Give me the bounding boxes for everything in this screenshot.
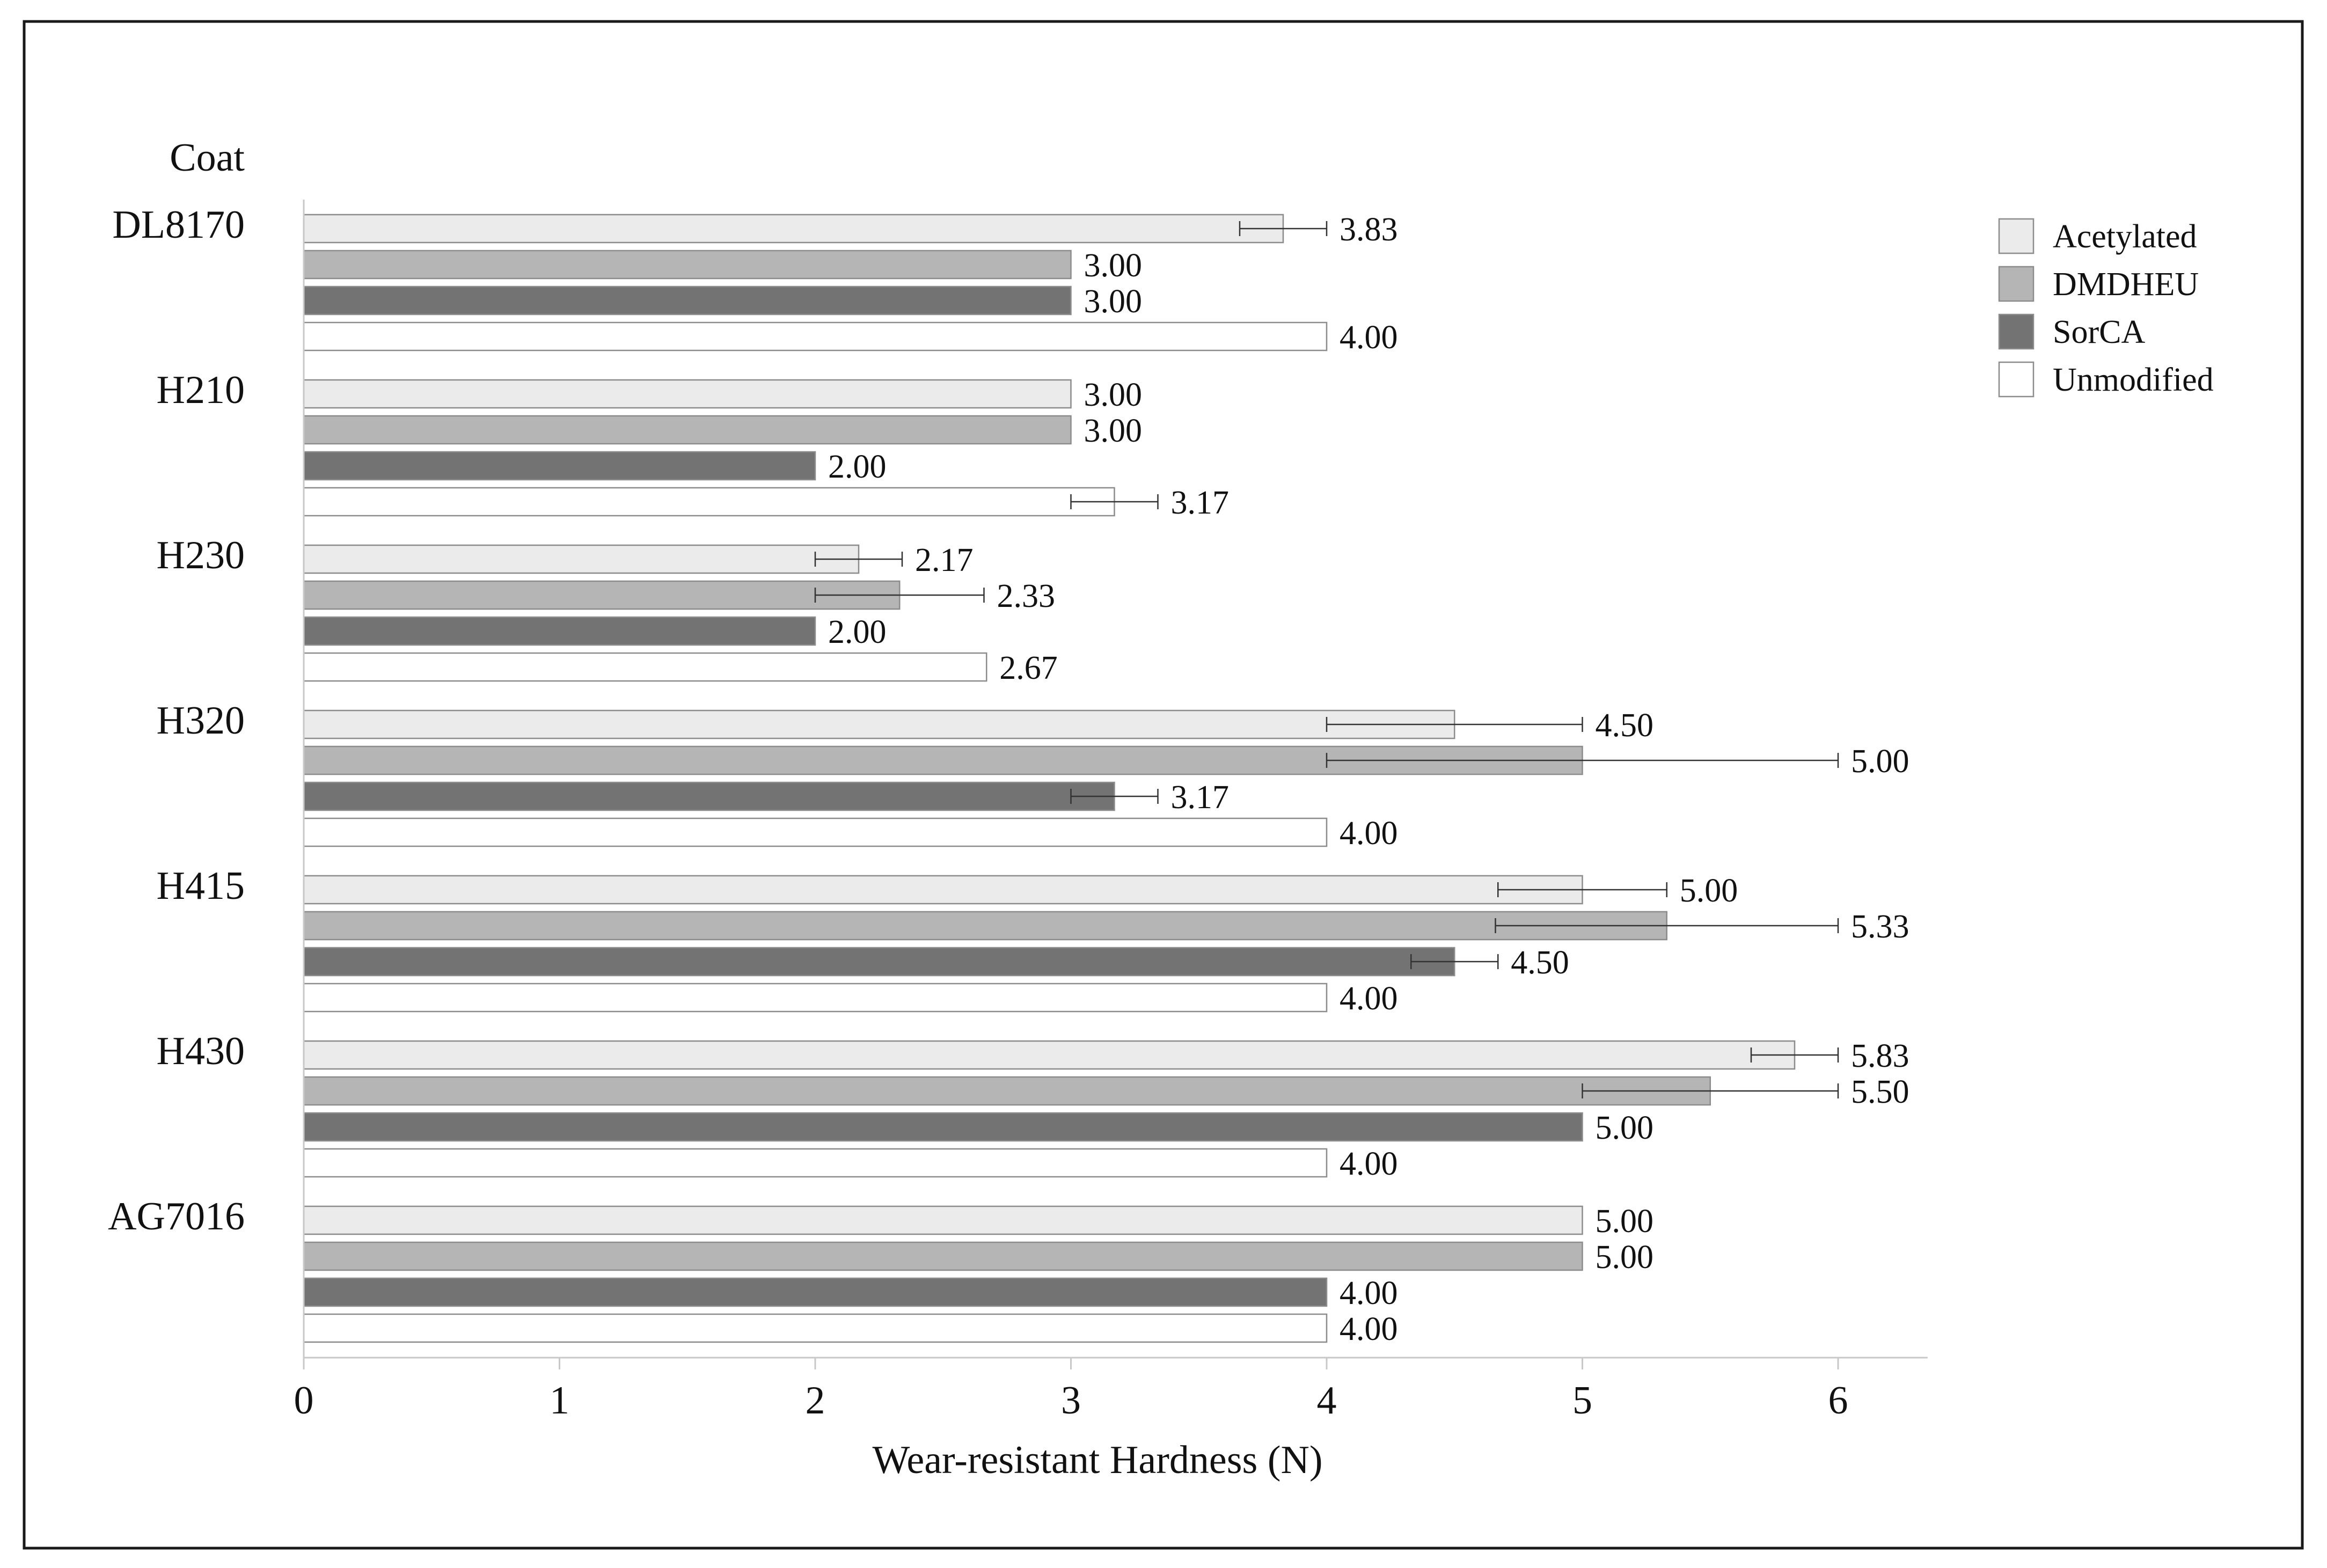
bar-h210-sorca	[303, 451, 816, 481]
legend-label-dmdheu: DMDHEU	[2053, 266, 2199, 303]
data-label-ag7016-unmodified: 4.00	[1340, 1311, 1398, 1347]
category-label-dl8170: DL8170	[112, 203, 245, 247]
bar-h210-acetylated	[303, 379, 1072, 409]
bar-h430-sorca	[303, 1112, 1583, 1142]
data-label-h210-dmdheu: 3.00	[1084, 413, 1143, 449]
legend-swatch-unmodified	[1998, 361, 2035, 398]
data-label-h415-dmdheu: 5.33	[1851, 908, 1909, 945]
data-label-h320-dmdheu: 5.00	[1851, 743, 1909, 780]
legend-label-sorca: SorCA	[2053, 314, 2145, 350]
category-label-h430: H430	[157, 1029, 245, 1073]
data-label-h320-sorca: 3.17	[1171, 779, 1230, 816]
bar-h415-unmodified	[303, 983, 1328, 1013]
data-label-dl8170-dmdheu: 3.00	[1084, 247, 1143, 284]
data-label-h210-sorca: 2.00	[828, 449, 887, 485]
error-bars-layer	[814, 221, 1839, 1098]
bar-h230-dmdheu	[303, 580, 901, 610]
x-tick-label-5: 5	[1572, 1379, 1592, 1423]
bar-dl8170-sorca	[303, 285, 1072, 316]
bar-ag7016-dmdheu	[303, 1241, 1583, 1271]
bar-ag7016-sorca	[303, 1277, 1328, 1307]
bar-h430-unmodified	[303, 1148, 1328, 1178]
category-label-ag7016: AG7016	[108, 1195, 245, 1239]
bar-h415-sorca	[303, 947, 1455, 977]
data-label-h415-sorca: 4.50	[1511, 944, 1569, 981]
bar-h430-dmdheu	[303, 1076, 1711, 1106]
data-label-ag7016-acetylated: 5.00	[1596, 1203, 1654, 1240]
axes-layer	[303, 200, 1928, 1359]
category-label-h210: H210	[157, 368, 245, 412]
bar-h320-acetylated	[303, 709, 1455, 739]
data-label-h320-unmodified: 4.00	[1340, 815, 1398, 852]
data-label-h230-unmodified: 2.67	[999, 650, 1058, 686]
legend-label-unmodified: Unmodified	[2053, 362, 2214, 398]
x-tick-label-1: 1	[550, 1379, 569, 1423]
bar-h230-sorca	[303, 616, 816, 646]
bar-h430-acetylated	[303, 1040, 1796, 1070]
x-tick-label-0: 0	[294, 1379, 314, 1423]
x-tick-label-2: 2	[806, 1379, 825, 1423]
bar-ag7016-acetylated	[303, 1205, 1583, 1235]
y-axis-caption: Coat	[170, 136, 245, 180]
data-label-h210-unmodified: 3.17	[1171, 485, 1230, 521]
bar-h415-dmdheu	[303, 911, 1667, 941]
legend-label-acetylated: Acetylated	[2053, 218, 2197, 255]
bar-dl8170-unmodified	[303, 321, 1328, 351]
category-label-h415: H415	[157, 864, 245, 908]
bar-ag7016-unmodified	[303, 1313, 1328, 1343]
x-tick-label-3: 3	[1061, 1379, 1081, 1423]
bar-h320-unmodified	[303, 817, 1328, 847]
bar-h210-dmdheu	[303, 415, 1072, 445]
data-label-h230-acetylated: 2.17	[915, 542, 974, 578]
data-label-dl8170-sorca: 3.00	[1084, 283, 1143, 320]
legend: Acetylated DMDHEU SorCA Unmodified	[1998, 218, 2214, 398]
category-labels: DL8170 H210 H230 H320 H415 H430 AG7016	[108, 203, 245, 1239]
legend-swatch-dmdheu	[1998, 266, 2035, 302]
data-label-h210-acetylated: 3.00	[1084, 377, 1143, 413]
x-tick-label-4: 4	[1317, 1379, 1337, 1423]
data-label-h415-unmodified: 4.00	[1340, 980, 1398, 1017]
legend-swatch-acetylated	[1998, 218, 2035, 254]
bar-dl8170-acetylated	[303, 214, 1284, 244]
bar-h230-unmodified	[303, 652, 987, 682]
data-label-ag7016-sorca: 4.00	[1340, 1275, 1398, 1311]
x-tick-label-6: 6	[1828, 1379, 1848, 1423]
data-label-h230-sorca: 2.00	[828, 614, 887, 650]
bar-h415-acetylated	[303, 875, 1583, 905]
data-label-h430-acetylated: 5.83	[1851, 1038, 1909, 1074]
data-labels-layer: 3.833.003.004.003.003.002.003.172.172.33…	[828, 211, 1909, 1347]
bar-h210-unmodified	[303, 487, 1115, 517]
data-label-dl8170-acetylated: 3.83	[1340, 211, 1398, 248]
data-label-h230-dmdheu: 2.33	[997, 578, 1055, 614]
legend-swatch-sorca	[1998, 313, 2035, 350]
data-label-h320-acetylated: 4.50	[1596, 707, 1654, 744]
data-label-h430-dmdheu: 5.50	[1851, 1074, 1909, 1110]
data-label-h430-sorca: 5.00	[1596, 1110, 1654, 1146]
data-label-h430-unmodified: 4.00	[1340, 1146, 1398, 1182]
category-label-h320: H320	[157, 699, 245, 743]
data-label-h415-acetylated: 5.00	[1680, 873, 1738, 909]
x-axis-label: Wear-resistant Hardness (N)	[872, 1438, 1322, 1482]
bar-dl8170-dmdheu	[303, 250, 1072, 280]
x-tick-labels: 0 1 2 3 4 5 6	[294, 1358, 1848, 1423]
data-label-dl8170-unmodified: 4.00	[1340, 319, 1398, 356]
data-label-ag7016-dmdheu: 5.00	[1596, 1239, 1654, 1276]
bar-h320-sorca	[303, 781, 1115, 811]
bars-layer	[303, 214, 1796, 1343]
bar-h230-acetylated	[303, 544, 860, 574]
category-label-h230: H230	[157, 533, 245, 577]
